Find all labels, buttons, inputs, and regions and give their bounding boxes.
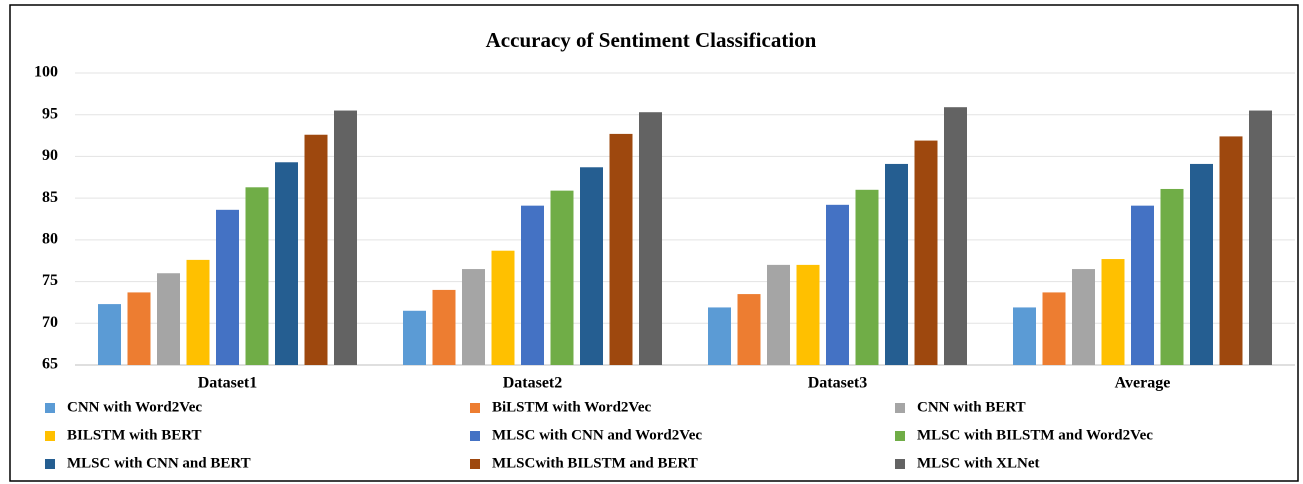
bar: [491, 250, 515, 365]
bar: [1131, 205, 1154, 365]
bar: [1013, 307, 1036, 365]
bar: [334, 110, 357, 366]
bar: [826, 204, 849, 365]
legend-swatch: [470, 431, 480, 441]
chart-title: Accuracy of Sentiment Classification: [486, 28, 817, 52]
legend-label: MLSC with CNN and Word2Vec: [492, 427, 702, 443]
legend-swatch: [45, 403, 55, 413]
y-tick-label: 100: [34, 64, 58, 81]
bar: [127, 292, 151, 365]
bar: [914, 140, 938, 365]
bar: [157, 273, 180, 365]
legend-label: BiLSTM with Word2Vec: [492, 399, 652, 415]
bar: [98, 304, 121, 365]
legend-label: MLSCwith BILSTM and BERT: [492, 455, 698, 471]
bar: [521, 205, 544, 365]
y-tick-label: 95: [42, 105, 58, 122]
bar: [1072, 269, 1095, 365]
bar: [245, 187, 269, 365]
y-tick-label: 65: [42, 356, 58, 373]
bar: [1160, 188, 1184, 365]
bar: [767, 264, 790, 365]
legend-swatch: [470, 459, 480, 469]
bar: [1190, 163, 1213, 365]
legend-label: BILSTM with BERT: [67, 427, 202, 443]
legend-swatch: [895, 431, 905, 441]
legend-swatch: [45, 431, 55, 441]
bar: [216, 209, 239, 365]
bar: [403, 310, 426, 365]
bar: [944, 107, 967, 365]
bar: [737, 294, 761, 365]
bar: [796, 264, 820, 365]
bar: [1101, 259, 1125, 365]
bar: [1042, 292, 1066, 365]
legend-label: CNN with Word2Vec: [67, 399, 202, 415]
x-tick-label: Dataset2: [503, 375, 563, 392]
legend-label: CNN with BERT: [917, 399, 1026, 415]
legend-label: MLSC with BILSTM and Word2Vec: [917, 427, 1153, 443]
bar: [186, 259, 210, 365]
legend-label: MLSC with XLNet: [917, 455, 1040, 471]
bar: [1219, 136, 1243, 365]
bar: [609, 133, 633, 365]
y-tick-label: 80: [42, 231, 58, 248]
x-tick-label: Dataset3: [808, 375, 868, 392]
bar: [304, 134, 328, 365]
legend-swatch: [895, 403, 905, 413]
bar: [885, 163, 908, 365]
bar: [708, 307, 731, 365]
x-tick-label: Dataset1: [198, 375, 258, 392]
legend-label: MLSC with CNN and BERT: [67, 455, 251, 471]
y-tick-label: 90: [42, 147, 58, 164]
bar: [275, 162, 298, 365]
bar: [462, 269, 485, 365]
bar: [855, 189, 879, 365]
bar: [550, 190, 574, 365]
y-tick-label: 75: [42, 272, 58, 289]
legend-swatch: [45, 459, 55, 469]
bar: [580, 167, 603, 365]
bar: [432, 289, 456, 365]
legend-swatch: [895, 459, 905, 469]
legend-swatch: [470, 403, 480, 413]
bar: [1249, 110, 1272, 366]
y-tick-label: 70: [42, 314, 58, 331]
x-tick-label: Average: [1115, 375, 1171, 392]
bar: [639, 112, 662, 365]
y-tick-label: 85: [42, 189, 58, 206]
